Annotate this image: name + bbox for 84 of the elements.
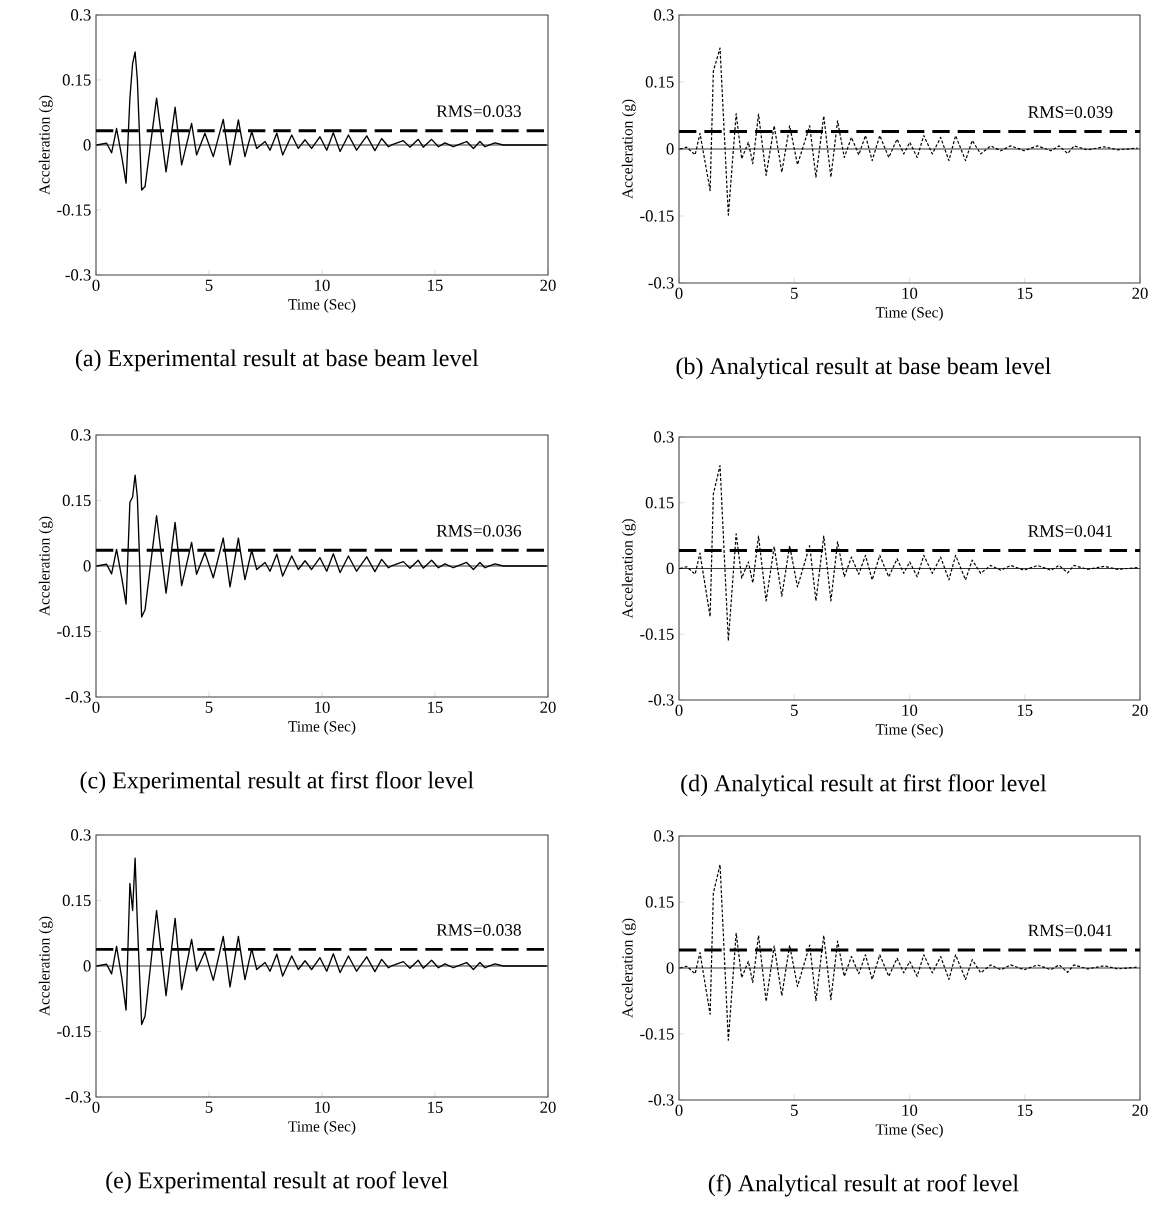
y-tick-label: -0.15 <box>57 204 91 216</box>
x-tick-label: 10 <box>902 704 918 716</box>
y-tick-label: 0.15 <box>62 494 91 507</box>
x-tick-label: 0 <box>92 701 100 713</box>
y-axis-title: Acceleration (g) <box>621 519 636 619</box>
y-tick-label: 0.3 <box>654 431 674 443</box>
y-tick-label: -0.3 <box>648 277 674 289</box>
x-tick-label: 20 <box>1132 1104 1148 1116</box>
y-tick-label: -0.3 <box>65 691 91 703</box>
x-tick-label: 5 <box>791 287 798 299</box>
y-tick-label: 0.15 <box>645 497 674 509</box>
x-tick-label: 15 <box>1017 1104 1033 1116</box>
x-tick-label: 15 <box>428 1101 443 1113</box>
x-axis-title: Time (Sec) <box>875 723 943 738</box>
x-axis-title: Time (Sec) <box>288 298 356 313</box>
y-tick-label: -0.15 <box>640 628 674 640</box>
ref-line-label: RMS=0.041 <box>1028 525 1113 537</box>
y-tick-label: -0.15 <box>640 210 674 222</box>
x-tick-label: 20 <box>540 701 556 713</box>
x-tick-label: 10 <box>902 1104 918 1116</box>
x-tick-label: 0 <box>675 1104 683 1116</box>
x-tick-label: 5 <box>205 1101 213 1113</box>
text: (f) Analytical result at roof level <box>708 1174 1019 1197</box>
y-tick-label: 0.15 <box>62 894 91 907</box>
y-tick-label: 0.3 <box>71 9 91 21</box>
x-tick-label: 0 <box>92 1101 100 1113</box>
y-axis-title: Acceleration (g) <box>38 516 53 616</box>
x-tick-label: 15 <box>1017 704 1033 716</box>
y-tick-label: 0.3 <box>71 829 91 841</box>
ref-line-label: RMS=0.036 <box>436 524 522 537</box>
x-tick-label: 20 <box>1132 287 1148 299</box>
x-tick-label: 5 <box>205 701 213 713</box>
y-tick-label: 0 <box>83 560 91 572</box>
x-tick-label: 5 <box>205 279 213 291</box>
y-tick-label: -0.3 <box>65 1091 91 1103</box>
x-tick-label: 15 <box>428 701 443 713</box>
y-tick-label: 0.15 <box>645 76 674 88</box>
y-tick-label: 0.3 <box>654 830 674 842</box>
y-axis-title: Acceleration (g) <box>38 916 53 1016</box>
x-axis-title: Time (Sec) <box>875 1123 943 1138</box>
ref-line-label: RMS=0.033 <box>436 105 521 118</box>
y-tick-label: 0.3 <box>654 9 674 21</box>
x-tick-label: 20 <box>540 1101 556 1113</box>
y-tick-label: -0.3 <box>65 269 91 281</box>
ref-line-label: RMS=0.041 <box>1028 924 1113 937</box>
y-tick-label: 0 <box>666 143 674 155</box>
x-tick-label: 10 <box>315 279 330 291</box>
text: (d) Analytical result at first floor level <box>681 774 1047 797</box>
text: (a) Experimental result at base beam level <box>75 349 479 372</box>
y-tick-label: 0 <box>83 139 91 151</box>
x-tick-label: 5 <box>791 1104 798 1116</box>
y-tick-label: 0 <box>666 562 674 575</box>
y-tick-label: -0.15 <box>57 1025 91 1038</box>
x-tick-label: 15 <box>428 279 443 291</box>
x-tick-label: 10 <box>315 1101 330 1113</box>
x-tick-label: 10 <box>902 287 918 299</box>
x-axis-title: Time (Sec) <box>288 1120 356 1135</box>
text: (b) Analytical result at base beam level <box>676 357 1051 380</box>
ref-line-label: RMS=0.038 <box>436 924 521 936</box>
x-tick-label: 5 <box>791 704 798 716</box>
y-tick-label: 0.15 <box>645 896 674 908</box>
x-tick-label: 15 <box>1017 287 1033 299</box>
y-tick-label: -0.3 <box>648 1094 674 1106</box>
x-tick-label: 0 <box>675 287 683 299</box>
y-axis-title: Acceleration (g) <box>38 95 53 195</box>
text: (e) Experimental result at roof level <box>106 1171 448 1194</box>
y-tick-label: -0.3 <box>648 694 674 706</box>
y-tick-label: 0.15 <box>62 74 91 86</box>
x-tick-label: 20 <box>1132 704 1148 716</box>
text: (c) Experimental result at first floor level <box>80 771 474 794</box>
x-tick-label: 20 <box>540 279 556 291</box>
y-tick-label: 0.3 <box>71 429 91 441</box>
x-tick-label: 10 <box>315 701 330 713</box>
y-tick-label: -0.15 <box>57 625 91 638</box>
x-tick-label: 0 <box>92 279 100 291</box>
y-axis-title: Acceleration (g) <box>621 918 636 1018</box>
y-tick-label: 0 <box>666 962 674 974</box>
x-tick-label: 0 <box>675 704 683 716</box>
ref-line-label: RMS=0.039 <box>1028 106 1113 118</box>
y-tick-label: 0 <box>83 960 91 972</box>
x-axis-title: Time (Sec) <box>288 720 356 735</box>
y-tick-label: -0.15 <box>640 1028 674 1040</box>
y-axis-title: Acceleration (g) <box>621 99 636 199</box>
x-axis-title: Time (Sec) <box>875 306 943 321</box>
